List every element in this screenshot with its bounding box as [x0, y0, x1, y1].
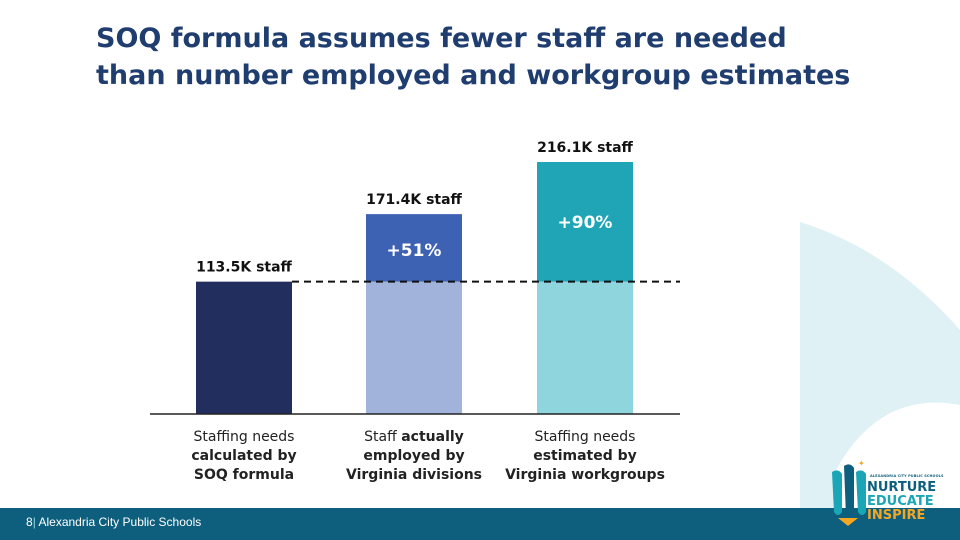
- bar-base-3: [537, 281, 633, 414]
- bar-increase-label-2: +51%: [387, 241, 442, 261]
- bar-value-label-2: 171.4K staff: [366, 192, 462, 208]
- slide-title: SOQ formula assumes fewer staff are need…: [96, 23, 851, 91]
- bar-increase-2: [366, 214, 462, 282]
- acps-logo-icon: ✦: [832, 459, 866, 526]
- logo-district-name: ALEXANDRIA CITY PUBLIC SCHOOLS: [870, 474, 944, 478]
- category-label-3-line-3: Virginia workgroups: [505, 467, 665, 483]
- footer-text: 8| Alexandria City Public Schools: [26, 515, 201, 529]
- footer-org-name: Alexandria City Public Schools: [38, 515, 202, 529]
- category-label-2-line-3: Virginia divisions: [346, 467, 482, 483]
- footer-separator: |: [32, 515, 36, 529]
- bar-increase-3: [537, 162, 633, 282]
- category-label-1-line-1: Staffing needs: [194, 429, 295, 445]
- bar-base-1: [196, 281, 292, 414]
- bar-base-2: [366, 281, 462, 414]
- bar-increase-label-3: +90%: [558, 213, 613, 233]
- category-label-1-line-3: SOQ formula: [194, 467, 294, 483]
- bar-value-label-3: 216.1K staff: [537, 140, 633, 156]
- logo-word-nurture: NURTURE: [867, 480, 937, 495]
- logo-word-educate: EDUCATE: [867, 494, 934, 509]
- footer-page-number: 8: [26, 515, 33, 529]
- footer-bar: [0, 508, 960, 540]
- svg-text:✦: ✦: [858, 459, 865, 468]
- bar-value-label-1: 113.5K staff: [196, 260, 292, 276]
- bar-chart: 113.5K staff Staffing needs calculated by S…: [150, 140, 680, 483]
- logo-word-inspire: INSPIRE: [867, 508, 926, 523]
- category-label-3-line-2: estimated by: [533, 448, 637, 464]
- category-label-2-line-1: Staff actually: [364, 429, 464, 445]
- category-label-2-line-2: employed by: [363, 448, 464, 464]
- category-label-1-line-2: calculated by: [191, 448, 296, 464]
- category-label-3-line-1: Staffing needs: [535, 429, 636, 445]
